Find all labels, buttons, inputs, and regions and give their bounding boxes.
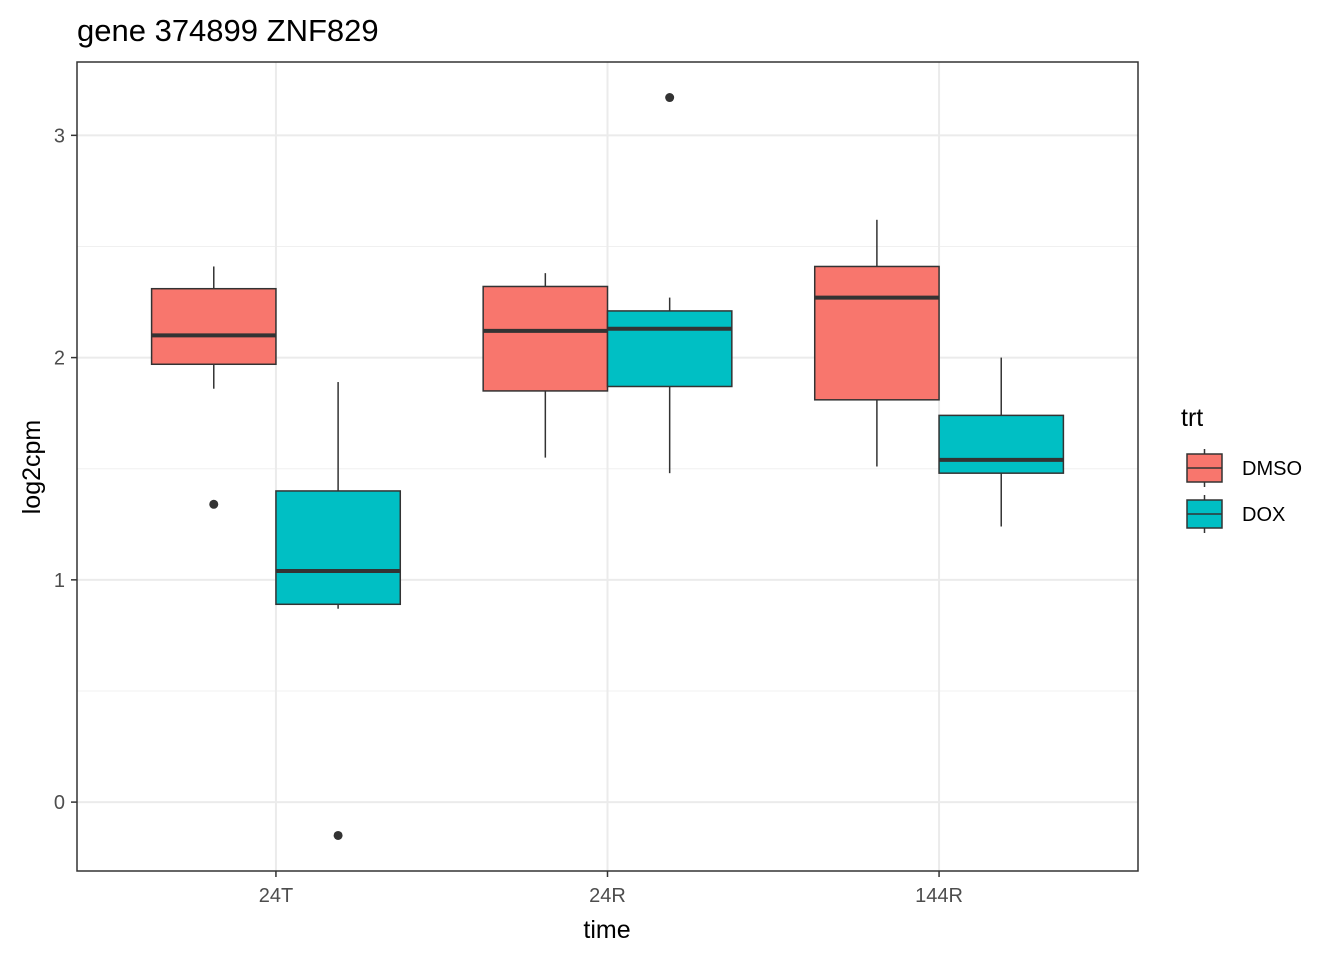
outlier-point	[665, 93, 675, 103]
x-tick-label: 24R	[589, 885, 626, 907]
boxplot-dox-24t	[275, 382, 402, 840]
box	[482, 285, 609, 392]
x-tick-label: 144R	[915, 885, 963, 907]
y-tick-label: 2	[54, 348, 65, 370]
box	[275, 490, 402, 606]
box	[813, 265, 940, 401]
legend-title: trt	[1181, 404, 1203, 432]
outlier-point	[333, 830, 343, 840]
legend-item-dmso: DMSO	[1186, 449, 1302, 487]
chart-title: gene 374899 ZNF829	[77, 13, 379, 48]
legend-label: DMSO	[1242, 458, 1302, 480]
outlier-point	[209, 499, 219, 509]
legend-item-dox: DOX	[1186, 495, 1285, 533]
box	[150, 287, 277, 366]
legend: trt DMSO DOX	[1181, 404, 1302, 533]
x-axis-title: time	[583, 916, 630, 944]
boxplot-dox-144r	[938, 357, 1065, 527]
box-layer	[150, 93, 1065, 840]
boxplot-dmso-24r	[482, 273, 609, 458]
axis-layer: 0 1 2 3 24T 24R 144R	[54, 125, 963, 907]
boxplot-dox-24r	[606, 93, 733, 474]
x-tick-label: 24T	[259, 885, 293, 907]
y-tick-label: 0	[54, 792, 65, 814]
boxplot-dmso-24t	[150, 266, 277, 509]
boxplot-dmso-144r	[813, 219, 940, 467]
box	[606, 310, 733, 388]
y-axis-title: log2cpm	[18, 420, 46, 515]
legend-label: DOX	[1242, 504, 1285, 526]
box	[938, 414, 1065, 474]
y-tick-label: 1	[54, 570, 65, 592]
y-tick-label: 3	[54, 125, 65, 147]
